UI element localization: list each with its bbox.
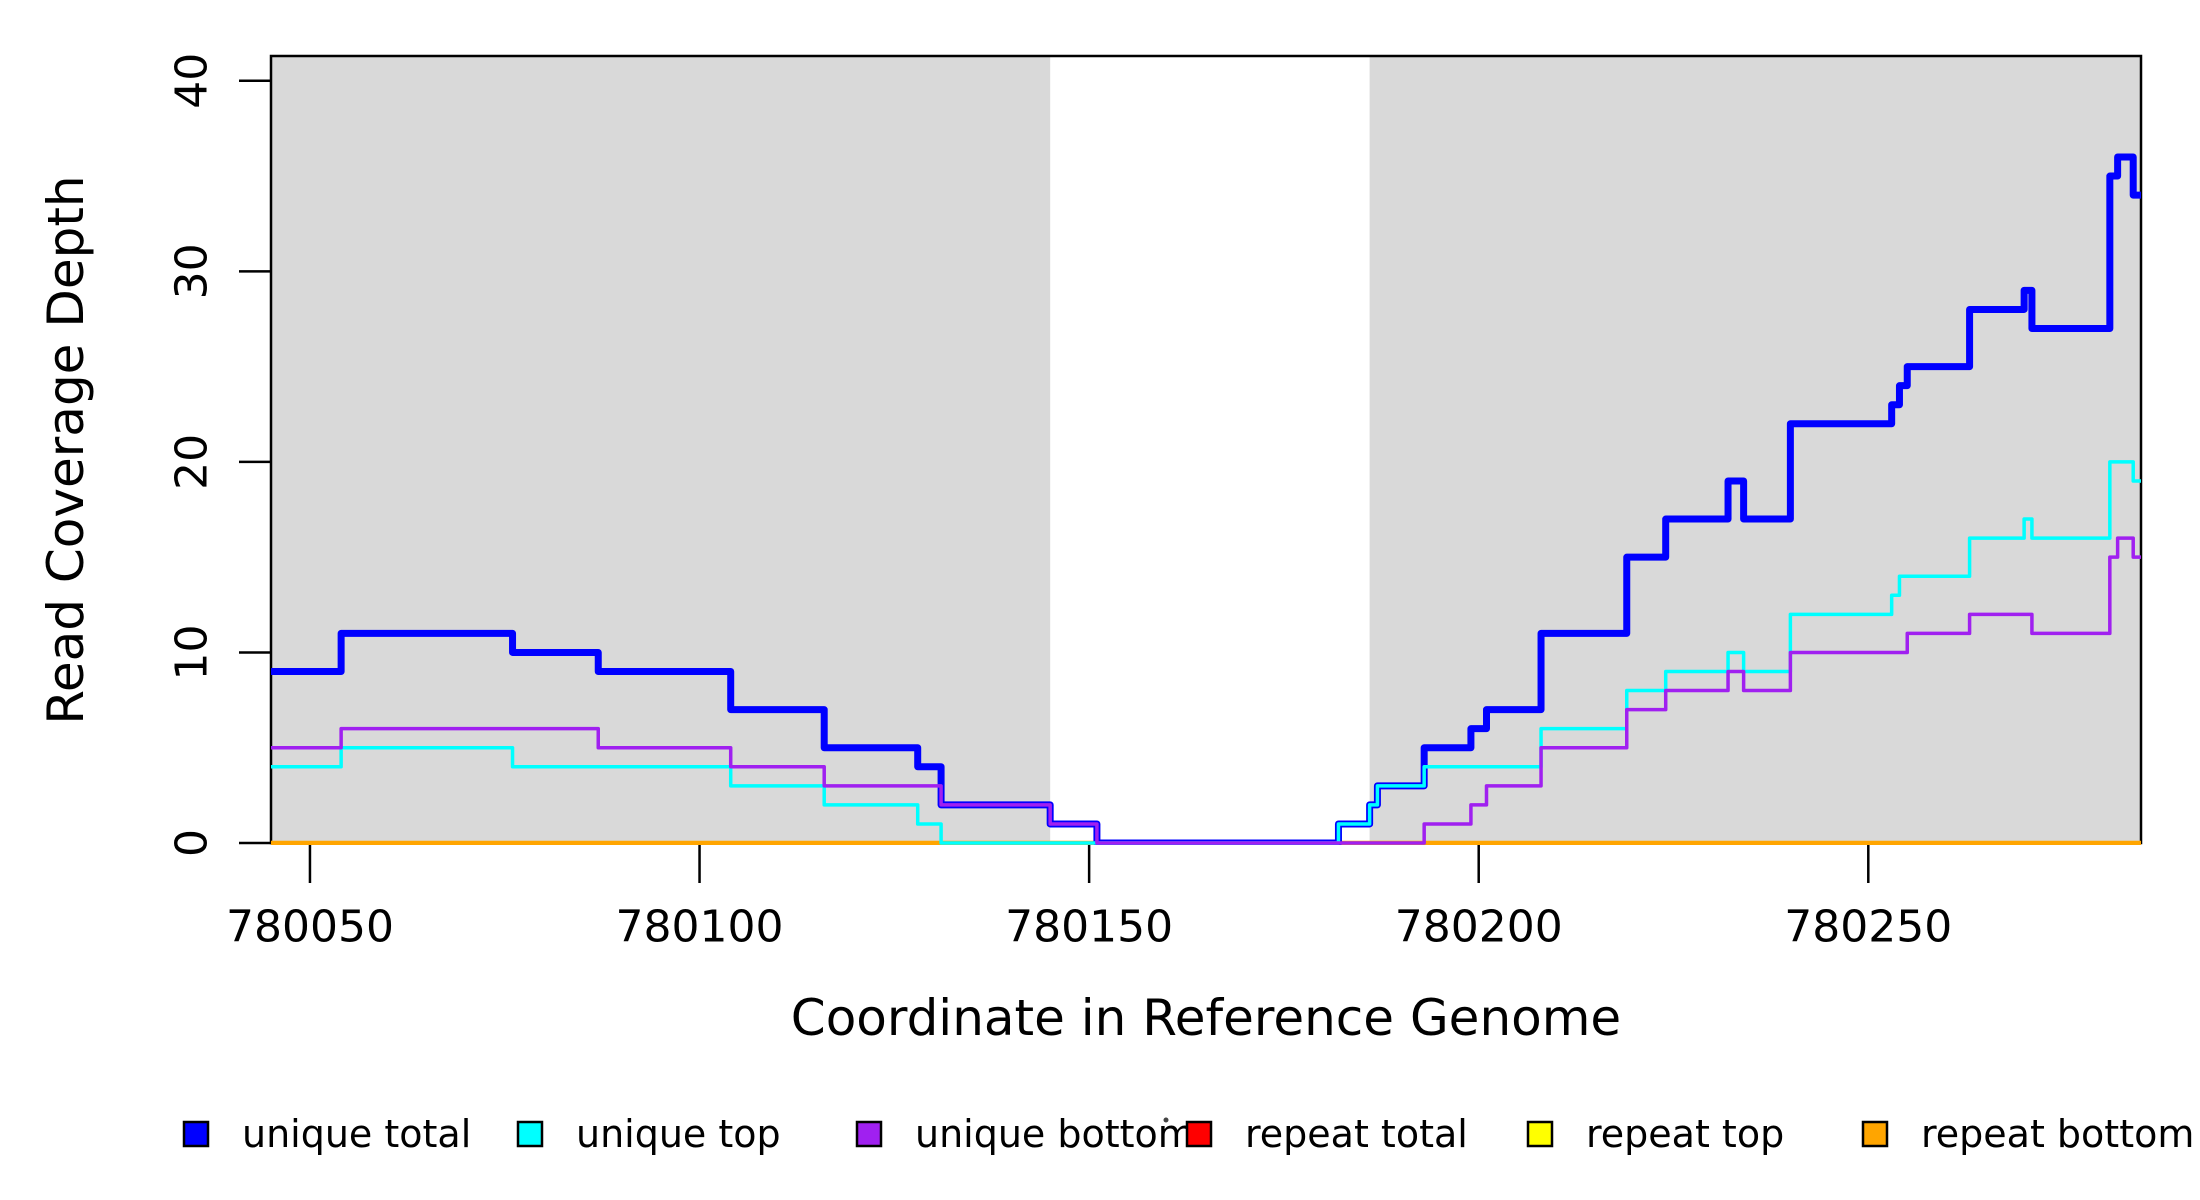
- y-axis-tick-label: 40: [167, 53, 218, 109]
- y-axis-tick-label: 10: [167, 624, 218, 680]
- legend: unique total unique top unique bottom repea…: [182, 1112, 2194, 1156]
- legend-swatch-unique-total: [182, 1120, 210, 1148]
- legend-item: unique total: [182, 1112, 471, 1156]
- y-axis-tick-label: 20: [167, 434, 218, 490]
- legend-label: repeat total: [1245, 1112, 1468, 1156]
- x-axis-tick-label: 780150: [1005, 902, 1173, 953]
- x-axis: 780050 780100 780150 780200 780250: [226, 843, 1952, 953]
- y-axis-tick-label: 0: [167, 829, 218, 857]
- legend-item: repeat top: [1526, 1112, 1784, 1156]
- legend-swatch-repeat-top: [1526, 1120, 1554, 1148]
- shaded-regions: [271, 56, 2141, 843]
- series-unique-bottom-line: [271, 536, 2141, 845]
- stray-dot-artifact: [1163, 1117, 1169, 1123]
- x-axis-tick-label: 780250: [1784, 902, 1952, 953]
- y-axis: 0 10 20 30 40: [167, 53, 271, 857]
- legend-label: unique bottom: [915, 1112, 1195, 1156]
- legend-swatch-unique-top: [516, 1120, 544, 1148]
- legend-label: unique top: [576, 1112, 781, 1156]
- legend-label: repeat bottom: [1921, 1112, 2194, 1156]
- x-axis-tick-label: 780100: [616, 902, 784, 953]
- legend-swatch-repeat-total: [1185, 1120, 1213, 1148]
- y-axis-tick-label: 30: [167, 243, 218, 299]
- x-axis-tick-label: 780200: [1395, 902, 1563, 953]
- series-lines: [271, 153, 2141, 845]
- x-axis-tick-label: 780050: [226, 902, 394, 953]
- x-axis-title: Coordinate in Reference Genome: [791, 989, 1621, 1047]
- series-unique-total-line: [271, 153, 2141, 845]
- legend-swatch-unique-bottom: [855, 1120, 883, 1148]
- legend-swatch-repeat-bottom: [1861, 1120, 1889, 1148]
- legend-item: unique top: [516, 1112, 781, 1156]
- legend-item: repeat total: [1185, 1112, 1468, 1156]
- y-axis-title: Read Coverage Depth: [37, 175, 95, 724]
- shaded-region: [271, 56, 1051, 843]
- legend-item: repeat bottom: [1861, 1112, 2194, 1156]
- legend-item: unique bottom: [855, 1112, 1195, 1156]
- legend-label: repeat top: [1586, 1112, 1784, 1156]
- legend-label: unique total: [242, 1112, 471, 1156]
